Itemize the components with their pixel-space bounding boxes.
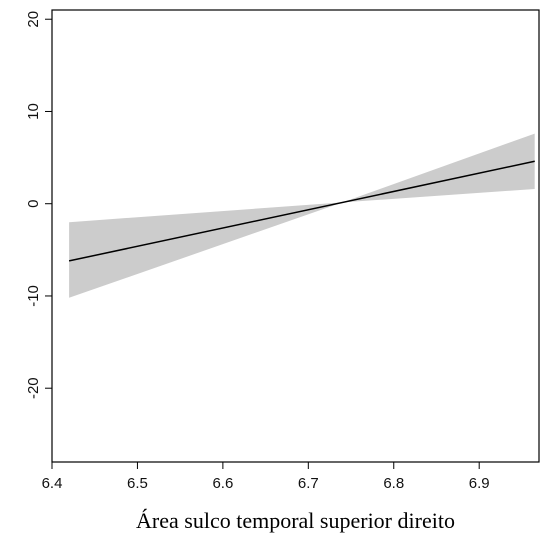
x-axis: 6.4 6.5 6.6 6.7 6.8 6.9	[42, 462, 490, 492]
y-tick-label: -20	[25, 377, 42, 399]
x-tick-label: 6.4	[42, 475, 63, 492]
confidence-band-layer	[69, 134, 535, 298]
fit-line	[69, 161, 535, 261]
y-tick-label: 0	[25, 200, 42, 208]
x-tick-label: 6.9	[469, 475, 490, 492]
x-axis-title: Área sulco temporal superior direito	[136, 508, 455, 533]
fit-line-layer	[69, 161, 535, 261]
x-tick-label: 6.7	[298, 475, 319, 492]
x-tick-label: 6.8	[383, 475, 404, 492]
x-tick-label: 6.5	[127, 475, 148, 492]
y-tick-label: 20	[25, 11, 42, 28]
y-tick-label: 10	[25, 103, 42, 120]
confidence-band	[69, 134, 535, 298]
y-tick-label: -10	[25, 285, 42, 307]
x-tick-label: 6.6	[212, 475, 233, 492]
y-axis: -20 -10 0 10 20	[25, 11, 52, 399]
